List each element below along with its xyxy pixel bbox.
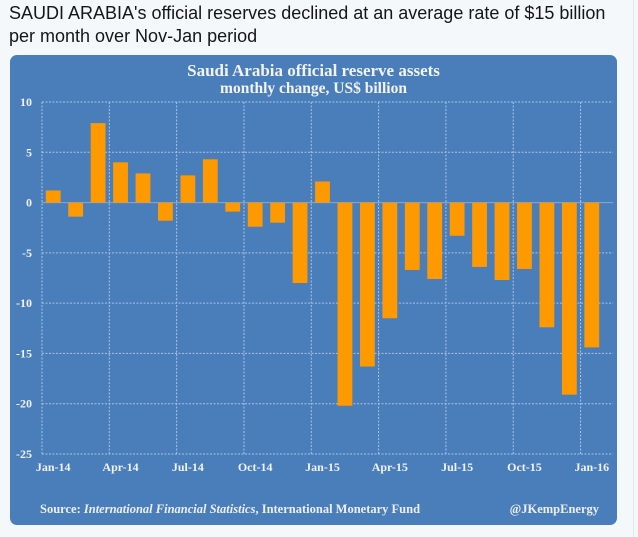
x-tick-label: Apr-14: [102, 460, 138, 474]
chart-svg: 10 5 0 -5 -10 -15 -20 -25 Jan-14 Apr-14 Jul-14 Oct…: [16, 95, 613, 474]
tweet-text: SAUDI ARABIA's official reserves decline…: [9, 3, 606, 46]
y-tick-label: -15: [16, 346, 32, 360]
x-tick-label: Apr-15: [372, 460, 408, 474]
source-note: Source: International Financial Statisti…: [40, 502, 420, 517]
y-tick-label: -20: [16, 397, 32, 411]
x-tick-label: Jan-16: [574, 460, 609, 474]
x-tick-label: Oct-15: [507, 460, 542, 474]
chart-subtitle: monthly change, US$ billion: [220, 80, 407, 97]
bar-jun-15: [427, 202, 443, 280]
bar-nov-15: [539, 202, 555, 328]
source-suffix: , International Monetary Fund: [255, 502, 421, 516]
y-tick-label: -5: [22, 246, 32, 260]
bar-oct-15: [517, 202, 532, 269]
chart-title: Saudi Arabia official reserve assets: [187, 61, 440, 80]
bar-mar-14: [90, 123, 106, 203]
grid: [41, 101, 613, 455]
bar-jul-15: [449, 202, 465, 236]
source-italic: International Financial Statistics: [83, 502, 256, 516]
bar-aug-15: [472, 202, 487, 267]
bar-sep-15: [494, 202, 510, 281]
bar-jan-14: [45, 190, 61, 203]
x-tick-label: Jan-14: [36, 460, 71, 474]
bar-oct-14: [247, 202, 263, 227]
y-tick-label: -10: [16, 296, 32, 310]
bars: [45, 123, 600, 406]
source-prefix: Source:: [40, 502, 84, 516]
x-tick-label: Jul-15: [441, 460, 473, 474]
x-tick-label: Jul-14: [172, 460, 204, 474]
y-tick-label: 10: [20, 95, 32, 109]
bar-feb-15: [337, 202, 353, 406]
bar-sep-14: [225, 202, 241, 212]
bar-dec-15: [561, 202, 577, 395]
bar-feb-14: [68, 202, 84, 217]
credit-handle: @JKempEnergy: [509, 502, 599, 516]
bar-aug-14: [202, 159, 218, 203]
bar-jan-16: [584, 202, 600, 348]
bar-dec-14: [292, 202, 308, 284]
x-tick-label: Jan-15: [305, 460, 340, 474]
y-tick-label: -25: [16, 447, 32, 461]
bar-jul-14: [180, 175, 196, 203]
bar-mar-15: [359, 202, 375, 367]
bar-may-15: [404, 202, 420, 270]
bar-nov-14: [270, 202, 286, 223]
x-axis: Jan-14 Apr-14 Jul-14 Oct-14 Jan-15 Apr-15 Jul-…: [36, 460, 609, 474]
y-axis: 10 5 0 -5 -10 -15 -20 -25: [16, 95, 32, 461]
y-tick-label: 5: [26, 145, 32, 159]
bar-apr-14: [113, 162, 128, 203]
bar-apr-15: [382, 202, 398, 319]
y-tick-label: 0: [26, 196, 32, 210]
bar-may-14: [135, 173, 151, 203]
chart-card: Saudi Arabia official reserve assets mon…: [10, 55, 617, 525]
column-divider: [633, 0, 634, 537]
x-tick-label: Oct-14: [238, 460, 273, 474]
bar-jun-14: [158, 202, 173, 221]
bar-jan-15: [315, 181, 330, 203]
